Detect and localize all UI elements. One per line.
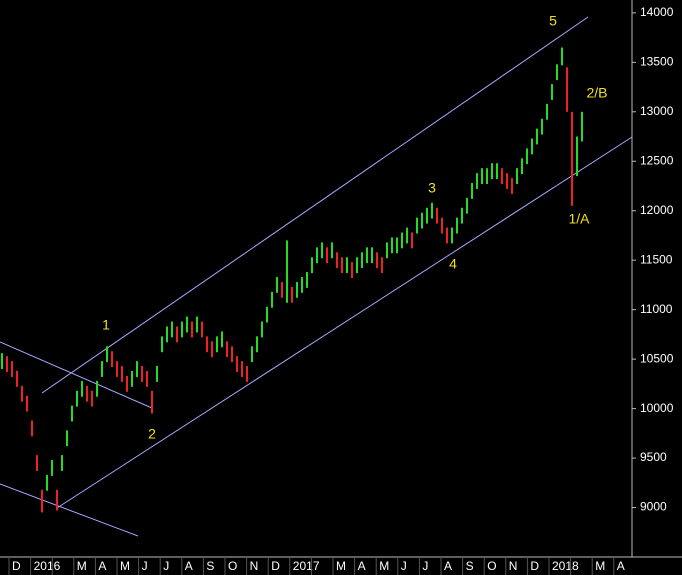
y-tick-label: 9000 xyxy=(640,500,667,514)
x-tick-label: M xyxy=(120,559,130,573)
channel-lower xyxy=(56,136,633,509)
x-tick-label: S xyxy=(466,559,474,573)
y-tick-label: 9500 xyxy=(640,450,667,464)
downtrend-lower xyxy=(0,483,139,537)
y-tick-label: 10000 xyxy=(640,401,674,415)
wave-label: 5 xyxy=(549,13,557,29)
x-tick-label: M xyxy=(379,559,389,573)
wave-label: 4 xyxy=(449,256,457,272)
x-tick-label: M xyxy=(595,559,605,573)
x-tick-label: N xyxy=(509,559,518,573)
x-tick-label: J xyxy=(422,559,428,573)
x-tick-label: M xyxy=(336,559,346,573)
x-tick-label: D xyxy=(271,559,280,573)
x-tick-label: O xyxy=(228,559,237,573)
y-tick-label: 12000 xyxy=(640,203,674,217)
y-tick-label: 13500 xyxy=(640,55,674,69)
wave-label: 2/B xyxy=(586,85,607,101)
downtrend-upper xyxy=(0,341,153,409)
x-tick-label: M xyxy=(77,559,87,573)
x-tick-label: J xyxy=(142,559,148,573)
x-tick-label: J xyxy=(401,559,407,573)
x-tick-label: A xyxy=(358,559,366,573)
y-tick-label: 10500 xyxy=(640,351,674,365)
x-tick-label: D xyxy=(530,559,539,573)
x-tick-label: N xyxy=(250,559,259,573)
y-tick-label: 11500 xyxy=(640,252,673,266)
wave-label: 3 xyxy=(428,180,436,196)
x-tick-label: 2018 xyxy=(552,559,579,573)
x-tick-label: O xyxy=(487,559,496,573)
x-tick-label: 2016 xyxy=(34,559,61,573)
x-tick-label: D xyxy=(12,559,21,573)
wave-label: 1 xyxy=(102,317,110,333)
x-tick-label: A xyxy=(98,559,106,573)
y-tick-label: 13000 xyxy=(640,104,674,118)
y-tick-label: 11000 xyxy=(640,302,673,316)
x-tick-label: J xyxy=(163,559,169,573)
x-tick-label: A xyxy=(185,559,193,573)
x-tick-label: A xyxy=(444,559,452,573)
y-tick-label: 14000 xyxy=(640,5,674,19)
wave-label: 2 xyxy=(148,426,156,442)
x-tick-label: S xyxy=(206,559,214,573)
channel-upper xyxy=(41,16,589,394)
x-tick-label: A xyxy=(617,559,625,573)
wave-label: 1/A xyxy=(568,211,590,227)
y-tick-label: 12500 xyxy=(640,153,674,167)
x-tick-label: 2017 xyxy=(293,559,320,573)
